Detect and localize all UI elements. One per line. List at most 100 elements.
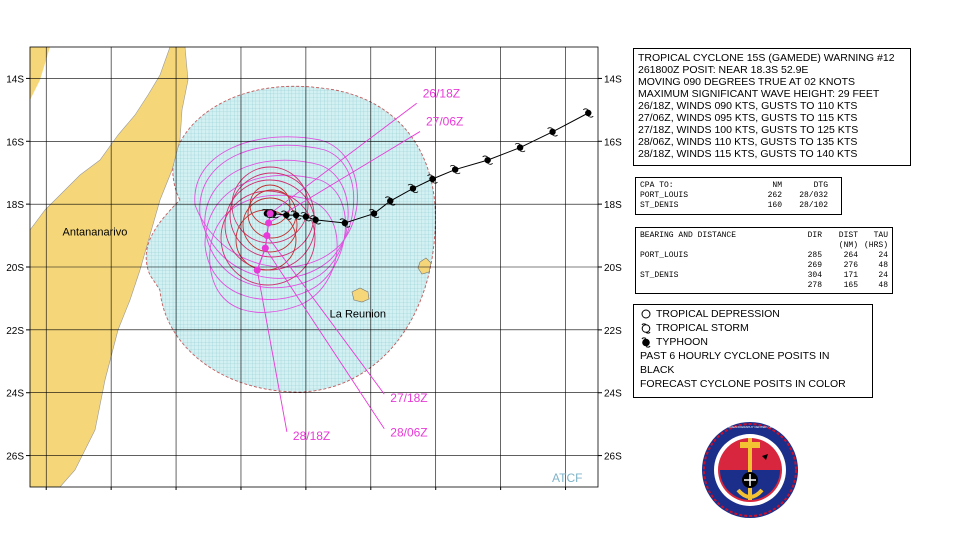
forecast-position-marker [263,232,271,240]
latitude-label: 14S [6,74,24,85]
table-row: 278 165 48 [640,281,888,291]
past-position-marker [547,127,558,137]
latitude-label: 22S [6,326,24,337]
legend-item: TYPHOON [640,335,866,349]
map-legend: TROPICAL DEPRESSION TROPICAL STORM TYPHO… [633,304,873,398]
bearing-dir: 278 [807,281,822,290]
bearing-dist: 264 [843,251,858,260]
bearing-dist: 165 [843,281,858,290]
latitude-label: 14S [604,74,622,85]
past-position-marker [300,212,312,222]
bearing-dir: 269 [807,261,822,270]
forecast-time-label: 27/06Z [426,115,463,129]
forecast-time-label: 28/06Z [390,426,427,440]
forecast-time-label: 27/18Z [390,391,427,405]
latitude-label: 16S [604,137,622,148]
past-position-marker [310,215,321,225]
latitude-label: 26S [604,452,622,463]
cpa-location: PORT_LOUIS [640,191,689,200]
forecast-position-marker [261,244,269,252]
cpa-dtg: 28/032 [799,191,828,200]
bearing-location: ST_DENIS [640,271,679,280]
past-position-marker [449,164,461,175]
warning-line: MOVING 090 DEGREES TRUE AT 02 KNOTS [638,76,856,88]
bearing-distance-table: BEARING AND DISTANCE DIR DIST TAU (NM) (… [635,227,893,294]
cpa-nm: 262 [767,191,782,200]
latitude-label: 22S [604,326,622,337]
warning-line: TROPICAL CYCLONE 15S (GAMEDE) WARNING #1… [638,52,895,64]
forecast-label-leader [264,247,385,429]
table-row: ST_DENIS 304 171 24 [640,271,888,281]
forecast-position-marker [265,219,273,227]
past-position-marker [281,210,292,220]
past-position-marker [407,183,419,194]
legend-note: PAST 6 HOURLY CYCLONE POSITS IN BLACK [640,350,830,376]
table-row: PORT_LOUIS 285 264 24 [640,251,888,261]
forecast-label-leader [269,102,418,214]
legend-label: TYPHOON [656,336,708,348]
bearing-location: PORT_LOUIS [640,251,689,260]
bearing-tau: 48 [878,261,888,270]
past-position-marker [384,196,396,206]
bearing-header: BEARING AND DISTANCE DIR DIST TAU [640,231,888,241]
bearing-tau: 48 [878,281,888,290]
forecast-time-label: 28/18Z [293,429,330,443]
cpa-location: ST_DENIS [640,201,679,210]
cpa-header-nm: NM [772,181,782,190]
forecast-label-leader [256,270,288,432]
bearing-location [640,261,790,271]
warning-line: 26/18Z, WINDS 090 KTS, GUSTS TO 110 KTS [638,100,858,112]
reunion-island [351,287,370,303]
forecast-position-marker [266,210,274,218]
forecast-label-leader [266,235,385,395]
forecast-label-leader [268,131,421,224]
forecast-time-label: 26/18Z [423,86,460,100]
latitude-label: 20S [6,263,24,274]
legend-label: TROPICAL DEPRESSION [656,308,780,320]
place-label: La Reunion [330,308,386,320]
bearing-dist: 276 [843,261,858,270]
legend-item: TROPICAL STORM [640,321,866,335]
warning-text-panel: TROPICAL CYCLONE 15S (GAMEDE) WARNING #1… [633,48,911,166]
latitude-label: 16S [6,137,24,148]
bearing-dir: 285 [807,251,822,260]
seal-text: NAVAL PACIFIC METEOROLOGY & OCEANOGRAPHY… [700,425,800,429]
latitude-label: 20S [604,263,622,274]
past-position-marker [427,174,438,184]
tropical-storm-icon [641,323,651,334]
bearing-subheader: (NM) (HRS) [640,241,888,251]
bearing-header-dist: DIST [838,231,858,240]
latitude-label: 18S [6,200,24,211]
past-position-marker [582,108,594,118]
cpa-header: CPA TO: NM DTG [640,181,837,191]
forecast-position-marker [253,266,261,274]
legend-label: TROPICAL STORM [656,322,749,334]
warning-line: 28/18Z, WINDS 115 KTS, GUSTS TO 140 KTS [638,148,858,160]
bearing-header-label: BEARING AND DISTANCE [640,231,737,240]
table-row: ST_DENIS 160 28/102 [640,201,837,211]
bearing-dir: 304 [807,271,822,280]
cpa-header-dtg: DTG [813,181,828,190]
latitude-label: 26S [6,452,24,463]
mauritius-island [417,257,432,275]
bearing-subheader-dist: (NM) [838,241,858,250]
latitude-label: 24S [6,389,24,400]
table-row: 269 276 48 [640,261,888,271]
cpa-nm: 160 [767,201,782,210]
bearing-tau: 24 [878,251,888,260]
cpa-dtg: 28/102 [799,201,828,210]
table-row: PORT_LOUIS 262 28/032 [640,191,837,201]
latitude-label: 24S [604,389,622,400]
tropical-depression-icon [641,309,651,319]
bearing-dist: 171 [843,271,858,280]
bearing-header-dir: DIR [807,231,822,240]
warning-line: 27/06Z, WINDS 095 KTS, GUSTS TO 115 KTS [638,112,858,124]
place-label: Antananarivo [63,227,128,239]
cpa-table: CPA TO: NM DTG PORT_LOUIS 262 28/032 ST_… [635,177,842,215]
bearing-location [640,281,790,291]
warning-line: 27/18Z, WINDS 100 KTS, GUSTS TO 125 KTS [638,124,859,136]
warning-line: 261800Z POSIT: NEAR 18.3S 52.9E [638,64,809,76]
latitude-label: 18S [604,200,622,211]
past-position-marker [482,155,493,165]
bearing-tau: 24 [878,271,888,280]
